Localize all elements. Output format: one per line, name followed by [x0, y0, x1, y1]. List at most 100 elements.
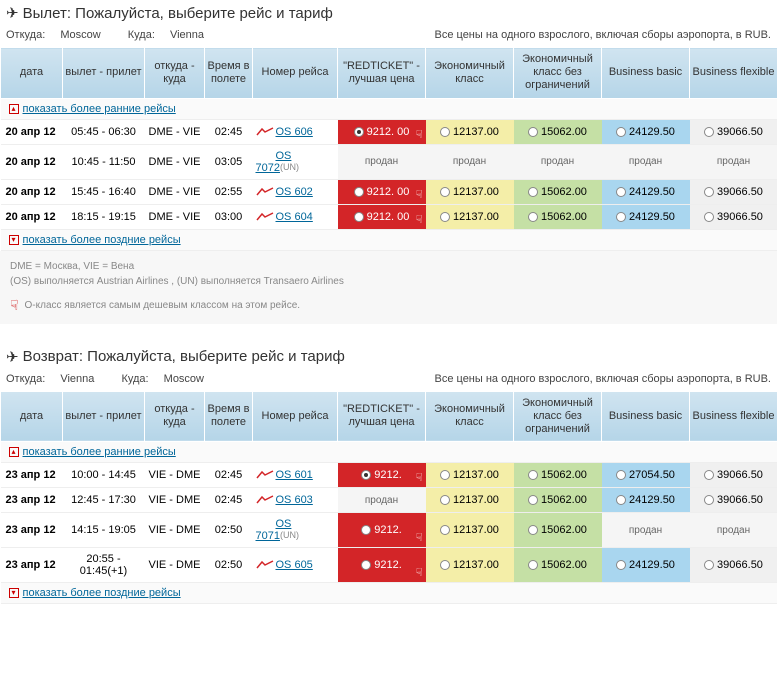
flight-route: VIE - DME [145, 488, 205, 513]
fare-radio[interactable] [704, 470, 714, 480]
flight-route: DME - VIE [145, 119, 205, 144]
fare-radio[interactable] [440, 212, 450, 222]
fare-cell[interactable]: 12137.00 [426, 488, 514, 513]
collapse-icon[interactable]: ▴ [9, 447, 19, 457]
fare-radio[interactable] [704, 212, 714, 222]
fare-cell[interactable]: 24129.50 [602, 179, 690, 204]
collapse-icon[interactable]: ▴ [9, 104, 19, 114]
fare-radio[interactable] [616, 470, 626, 480]
fare-radio[interactable] [616, 127, 626, 137]
flight-row: 23 апр 1210:00 - 14:45VIE - DME02:45OS 6… [1, 463, 777, 488]
fare-cell[interactable]: 24129.50 [602, 204, 690, 229]
fare-cell[interactable]: 39066.50 [690, 204, 777, 229]
fare-radio[interactable] [440, 127, 450, 137]
fare-price: 24129.50 [629, 126, 675, 138]
fare-cell[interactable]: 15062.00 [514, 463, 602, 488]
fare-cell[interactable]: 24129.50 [602, 119, 690, 144]
col-header: Business flexible [690, 391, 777, 442]
fare-radio[interactable] [704, 560, 714, 570]
fare-cell[interactable]: 12137.00 [426, 463, 514, 488]
fare-radio[interactable] [616, 212, 626, 222]
col-header: дата [1, 391, 63, 442]
later-flights-link[interactable]: показать более поздние рейсы [23, 234, 181, 246]
flight-row: 20 апр 1210:45 - 11:50DME - VIE03:05OS 7… [1, 144, 777, 179]
fare-cell: продан [602, 513, 690, 548]
fare-radio[interactable] [616, 187, 626, 197]
col-header: вылет - прилет [63, 48, 145, 99]
fare-cell[interactable]: 27054.50 [602, 463, 690, 488]
fare-radio[interactable] [528, 127, 538, 137]
flight-number-link[interactable]: OS 604 [276, 211, 313, 223]
fare-radio[interactable] [361, 525, 371, 535]
fare-radio[interactable] [440, 560, 450, 570]
fare-radio[interactable] [528, 187, 538, 197]
flight-time: 20:55 - 01:45(+1) [63, 548, 145, 583]
fare-cell[interactable]: 9212. ☟ [338, 513, 426, 548]
fare-radio[interactable] [528, 212, 538, 222]
fare-price: 9212. 00 [367, 211, 410, 223]
fare-radio[interactable] [616, 495, 626, 505]
best-price-hand-icon: ☟ [416, 128, 423, 141]
fare-radio[interactable] [704, 495, 714, 505]
fare-cell[interactable]: 12137.00 [426, 204, 514, 229]
fare-radio[interactable] [354, 127, 364, 137]
fare-radio[interactable] [528, 560, 538, 570]
flight-number-link[interactable]: OS 601 [276, 469, 313, 481]
flight-number-link[interactable]: OS 606 [276, 126, 313, 138]
fare-radio[interactable] [704, 127, 714, 137]
fare-cell[interactable]: 9212. 00☟ [338, 179, 426, 204]
fare-price: 15062.00 [541, 559, 587, 571]
col-header: Business basic [602, 48, 690, 99]
fare-radio[interactable] [440, 495, 450, 505]
earlier-flights-link[interactable]: показать более ранние рейсы [23, 103, 176, 115]
fare-cell[interactable]: 39066.50 [690, 119, 777, 144]
expand-icon[interactable]: ▾ [9, 588, 19, 598]
fare-radio[interactable] [528, 495, 538, 505]
fare-price: 12137.00 [453, 494, 499, 506]
fare-radio[interactable] [440, 187, 450, 197]
fare-radio[interactable] [616, 560, 626, 570]
fare-cell[interactable]: 39066.50 [690, 463, 777, 488]
flight-date: 20 апр 12 [1, 119, 63, 144]
fare-cell[interactable]: 12137.00 [426, 548, 514, 583]
expand-icon[interactable]: ▾ [9, 235, 19, 245]
fare-cell[interactable]: 12137.00 [426, 513, 514, 548]
fare-radio[interactable] [361, 560, 371, 570]
fare-cell[interactable]: 39066.50 [690, 488, 777, 513]
fare-radio[interactable] [440, 525, 450, 535]
fare-radio[interactable] [440, 470, 450, 480]
fare-radio[interactable] [528, 525, 538, 535]
fare-cell[interactable]: 15062.00 [514, 548, 602, 583]
col-header: "REDTICKET" - лучшая цена [338, 391, 426, 442]
later-flights-link[interactable]: показать более поздние рейсы [23, 587, 181, 599]
fare-cell[interactable]: 15062.00 [514, 204, 602, 229]
flight-date: 23 апр 12 [1, 548, 63, 583]
fare-cell[interactable]: 12137.00 [426, 179, 514, 204]
fare-radio[interactable] [354, 212, 364, 222]
fare-cell[interactable]: 24129.50 [602, 548, 690, 583]
fare-radio[interactable] [361, 470, 371, 480]
fare-cell[interactable]: 15062.00 [514, 179, 602, 204]
flight-route: DME - VIE [145, 144, 205, 179]
flight-number-link[interactable]: OS 605 [276, 559, 313, 571]
earlier-flights-link[interactable]: показать более ранние рейсы [23, 446, 176, 458]
fare-cell[interactable]: 24129.50 [602, 488, 690, 513]
carrier-note: (OS) выполняется Austrian Airlines , (UN… [10, 274, 767, 289]
fare-cell[interactable]: 15062.00 [514, 488, 602, 513]
fare-radio[interactable] [528, 470, 538, 480]
fare-cell[interactable]: 15062.00 [514, 119, 602, 144]
fare-radio[interactable] [354, 187, 364, 197]
fare-radio[interactable] [704, 187, 714, 197]
flight-route: DME - VIE [145, 204, 205, 229]
fare-cell[interactable]: 9212. ☟ [338, 463, 426, 488]
flight-number-link[interactable]: OS 602 [276, 186, 313, 198]
fare-cell[interactable]: 15062.00 [514, 513, 602, 548]
airline-logo-icon [256, 151, 274, 161]
fare-cell[interactable]: 39066.50 [690, 179, 777, 204]
fare-cell[interactable]: 39066.50 [690, 548, 777, 583]
fare-cell[interactable]: 9212. ☟ [338, 548, 426, 583]
fare-cell[interactable]: 9212. 00☟ [338, 204, 426, 229]
fare-cell[interactable]: 9212. 00☟ [338, 119, 426, 144]
flight-number-link[interactable]: OS 603 [276, 494, 313, 506]
fare-cell[interactable]: 12137.00 [426, 119, 514, 144]
